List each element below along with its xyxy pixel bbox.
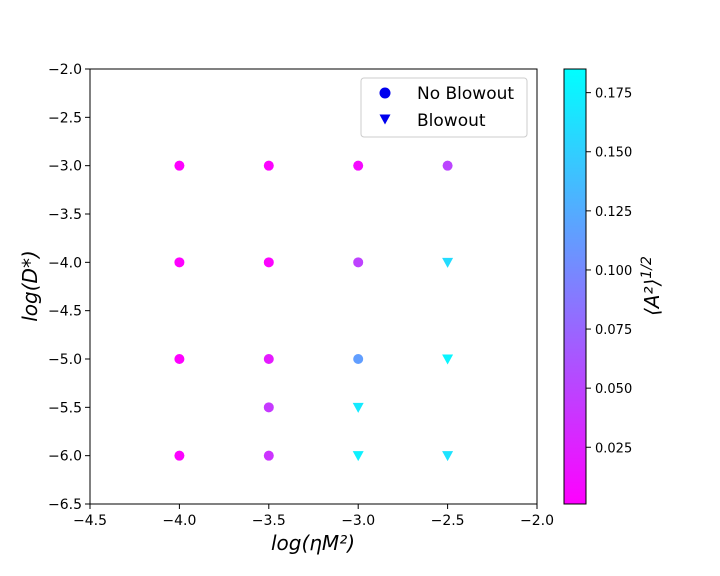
legend-marker-blowout: [379, 114, 391, 125]
point-blowout: [442, 257, 454, 268]
colorbar-ticks: 0.025 0.050 0.075 0.100 0.125 0.150 0.175: [586, 87, 632, 456]
legend-label-blowout: Blowout: [417, 111, 486, 131]
point-no-blowout: [442, 160, 453, 171]
x-tick-label: −4.0: [162, 513, 196, 529]
legend-label-no-blowout: No Blowout: [417, 84, 514, 104]
y-axis-ticks: −6.5 −6.0 −5.5 −5.0 −4.5 −4.0 −3.5 −3.0 −2.5 −2.0: [48, 62, 90, 513]
x-tick-label: −2.5: [431, 513, 465, 529]
point-no-blowout: [263, 402, 274, 413]
x-axis-label: log(ηM²): [271, 531, 355, 555]
point-no-blowout: [353, 354, 364, 364]
colorbar-tick-label: 0.125: [595, 205, 632, 220]
y-tick-label: −4.5: [48, 304, 82, 320]
x-tick-label: −3.5: [252, 513, 286, 529]
point-no-blowout: [174, 450, 185, 461]
point-no-blowout: [263, 160, 274, 171]
colorbar-label: ⟨A²⟩1/2: [639, 256, 664, 316]
point-no-blowout: [353, 160, 364, 171]
legend: No Blowout Blowout: [360, 77, 528, 138]
point-no-blowout: [174, 160, 185, 171]
legend-box: [360, 77, 528, 138]
x-tick-label: −4.5: [73, 513, 107, 529]
colorbar-tick-label: 0.150: [595, 146, 632, 161]
point-no-blowout: [174, 257, 185, 268]
y-tick-label: −3.0: [48, 159, 82, 175]
y-tick-label: −5.0: [48, 352, 82, 368]
x-tick-label: −3.0: [341, 513, 375, 529]
point-no-blowout: [263, 450, 274, 461]
y-tick-label: −3.5: [48, 207, 82, 223]
point-no-blowout: [263, 354, 274, 364]
colorbar-tick-label: 0.175: [595, 87, 632, 102]
y-tick-label: −4.0: [48, 255, 82, 271]
point-blowout: [442, 451, 454, 462]
point-blowout: [352, 402, 364, 413]
colorbar-gradient: [563, 68, 587, 505]
plot-area: [89, 68, 538, 505]
y-axis-label: log(D*): [18, 250, 42, 322]
data-points: [174, 160, 454, 462]
point-blowout: [352, 451, 364, 462]
colorbar-tick-label: 0.075: [595, 323, 632, 338]
legend-marker-no-blowout: [379, 87, 391, 99]
colorbar-tick-label: 0.050: [595, 382, 632, 397]
y-tick-label: −2.5: [48, 110, 82, 126]
y-tick-label: −6.0: [48, 449, 82, 465]
y-tick-label: −6.5: [48, 497, 82, 513]
colorbar-tick-label: 0.025: [595, 441, 632, 456]
colorbar-tick-label: 0.100: [595, 264, 632, 279]
y-tick-label: −2.0: [48, 62, 82, 78]
x-axis-ticks: −4.5 −4.0 −3.5 −3.0 −2.5 −2.0: [73, 504, 554, 529]
y-tick-label: −5.5: [48, 400, 82, 416]
point-no-blowout: [353, 257, 364, 268]
x-tick-label: −2.0: [520, 513, 554, 529]
point-no-blowout: [174, 354, 185, 364]
point-blowout: [442, 354, 454, 365]
colorbar: 0.025 0.050 0.075 0.100 0.125 0.150 0.175 ⟨A²⟩…: [563, 68, 664, 505]
point-no-blowout: [263, 257, 274, 268]
